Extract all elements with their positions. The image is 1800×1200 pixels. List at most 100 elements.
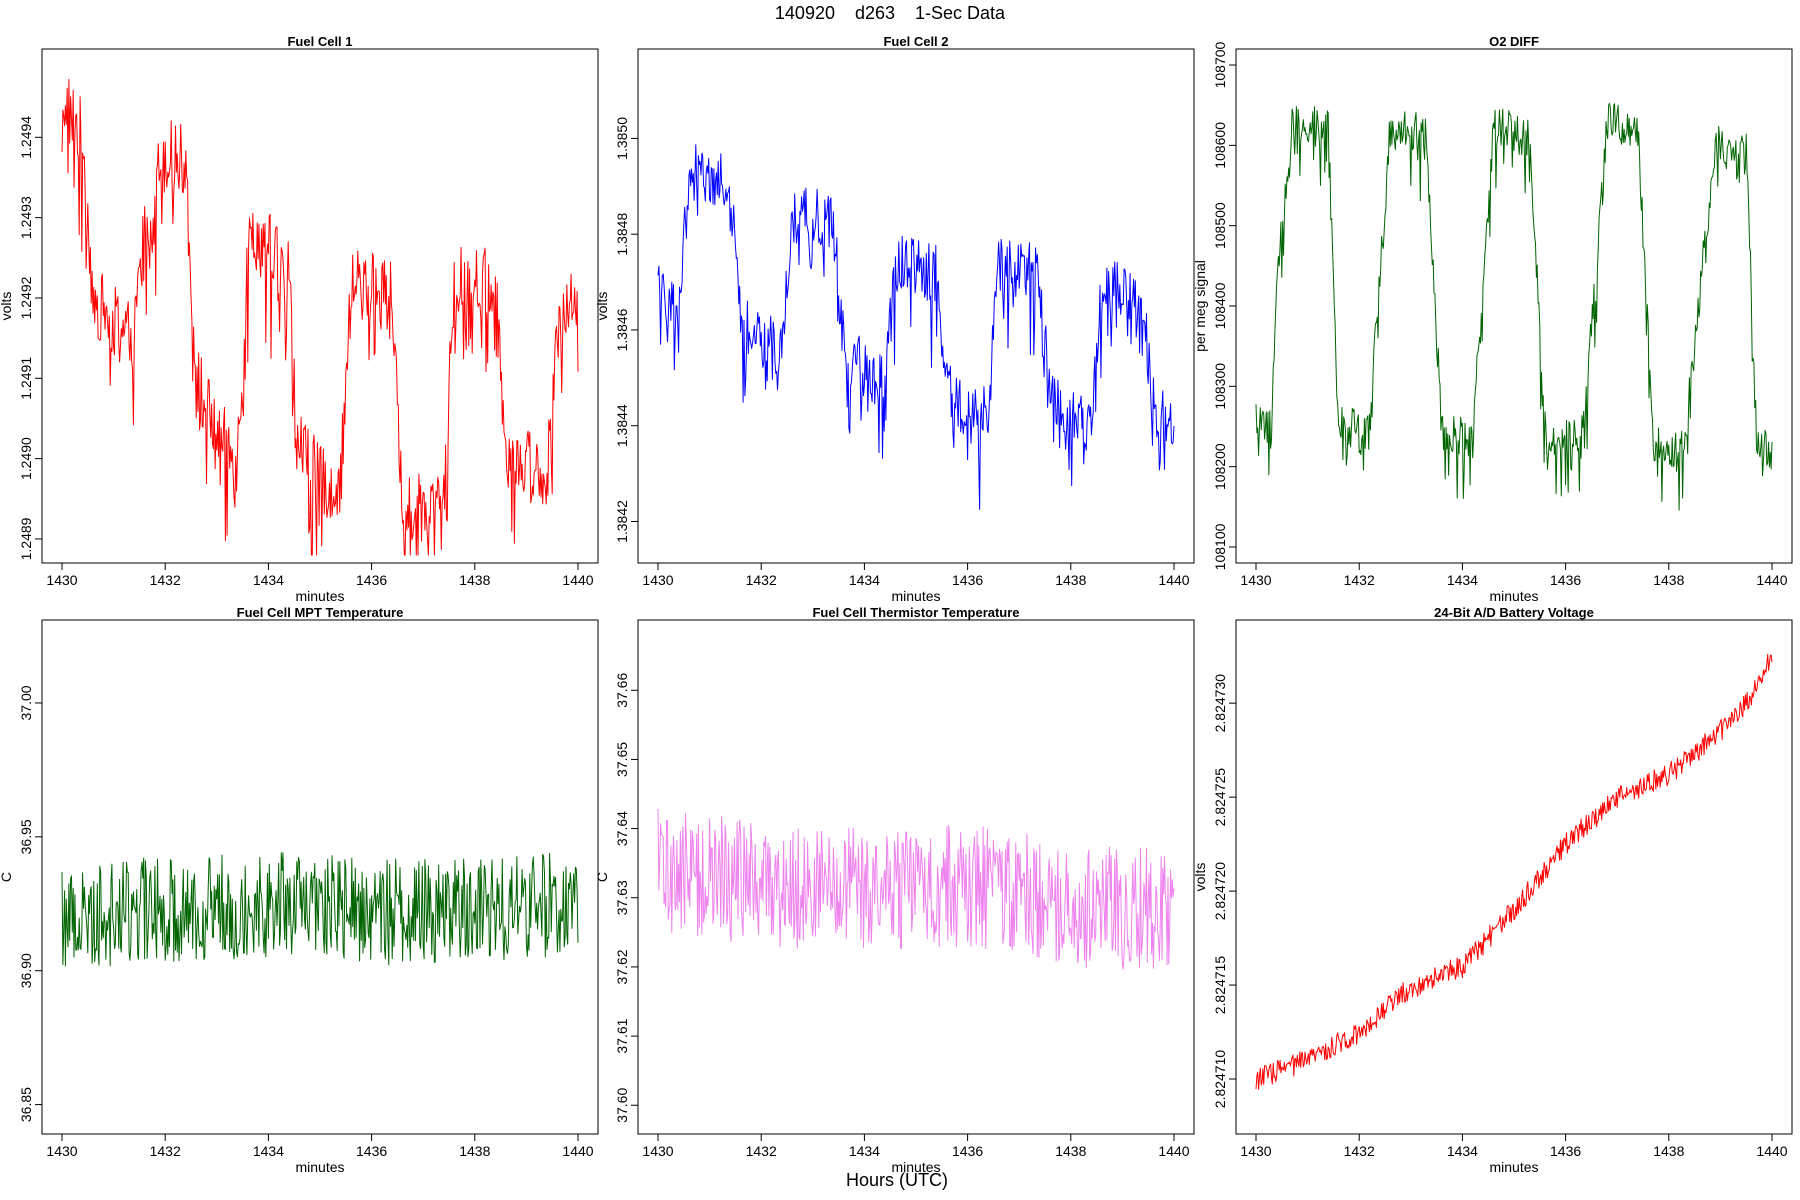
plot-frame — [1235, 619, 1793, 1135]
y-tick-label: 108200 — [1212, 443, 1228, 490]
plot-frame — [41, 48, 599, 564]
y-axis-label: volts — [0, 292, 14, 321]
y-axis-label: volts — [594, 292, 610, 321]
y-tick-label: 1.3844 — [614, 404, 630, 447]
x-tick-label: 1436 — [356, 1143, 387, 1159]
series-line — [1255, 102, 1773, 511]
y-tick-label: 108500 — [1212, 202, 1228, 249]
plot-frame — [637, 619, 1195, 1135]
y-tick-label: 37.62 — [614, 949, 630, 984]
y-tick-label: 1.2493 — [18, 196, 34, 239]
x-tick-label: 1436 — [1550, 1143, 1581, 1159]
y-tick-label: 36.90 — [18, 953, 34, 988]
x-tick-label: 1436 — [1550, 572, 1581, 588]
series-line — [1255, 654, 1773, 1090]
y-tick-label: 2.824730 — [1212, 674, 1228, 733]
y-tick-label: 1.3846 — [614, 308, 630, 351]
x-tick-label: 1440 — [1158, 572, 1189, 588]
x-axis-label: minutes — [891, 1159, 940, 1175]
y-tick-label: 37.64 — [614, 811, 630, 846]
x-tick-label: 1436 — [952, 1143, 983, 1159]
x-axis-label: minutes — [295, 588, 344, 604]
y-tick-label: 2.824725 — [1212, 768, 1228, 827]
y-tick-label: 37.63 — [614, 880, 630, 915]
x-tick-label: 1432 — [1344, 572, 1375, 588]
x-tick-label: 1438 — [459, 1143, 490, 1159]
y-tick-label: 108100 — [1212, 523, 1228, 570]
x-tick-label: 1438 — [1055, 1143, 1086, 1159]
x-tick-label: 1440 — [1756, 572, 1787, 588]
panel-title: O2 DIFF — [1489, 34, 1539, 49]
x-tick-label: 1434 — [253, 1143, 284, 1159]
panel-6: 24-Bit A/D Battery Voltage 1430 1432 1434 14… — [1192, 605, 1793, 1175]
x-tick-label: 1432 — [150, 572, 181, 588]
x-tick-label: 1436 — [356, 572, 387, 588]
x-tick-label: 1430 — [1240, 572, 1271, 588]
panel-3: O2 DIFF 1430 1432 1434 1436 1438 1440 minutes 10… — [1192, 34, 1793, 604]
x-tick-label: 1438 — [1653, 572, 1684, 588]
x-tick-label: 1440 — [1158, 1143, 1189, 1159]
panel-2: Fuel Cell 2 1430 1432 1434 1436 1438 1440 minut… — [594, 34, 1195, 604]
x-tick-label: 1430 — [642, 1143, 673, 1159]
y-tick-label: 2.824710 — [1212, 1050, 1228, 1109]
panel-title: Fuel Cell 1 — [287, 34, 352, 49]
y-tick-label: 37.60 — [614, 1088, 630, 1123]
y-axis-label: volts — [1192, 863, 1208, 892]
x-tick-label: 1434 — [253, 572, 284, 588]
x-tick-label: 1430 — [642, 572, 673, 588]
plot-frame — [637, 48, 1195, 564]
x-tick-label: 1432 — [746, 572, 777, 588]
series-line — [61, 78, 579, 556]
x-tick-label: 1430 — [1240, 1143, 1271, 1159]
figure-title: 140920 d263 1-Sec Data — [775, 3, 1006, 23]
x-tick-label: 1434 — [1447, 572, 1478, 588]
y-tick-label: 1.2489 — [18, 517, 34, 560]
x-tick-label: 1432 — [150, 1143, 181, 1159]
x-axis-label: minutes — [1489, 588, 1538, 604]
x-tick-label: 1434 — [849, 572, 880, 588]
y-axis-label: C — [0, 872, 14, 882]
y-tick-label: 2.824715 — [1212, 956, 1228, 1015]
x-tick-label: 1440 — [562, 572, 593, 588]
x-tick-label: 1436 — [952, 572, 983, 588]
y-tick-label: 1.3850 — [614, 117, 630, 160]
y-tick-label: 108400 — [1212, 282, 1228, 329]
series-line — [657, 808, 1175, 970]
x-tick-label: 1440 — [1756, 1143, 1787, 1159]
y-tick-label: 1.2491 — [18, 357, 34, 400]
figure-xlabel: Hours (UTC) — [846, 1170, 948, 1190]
y-tick-label: 36.85 — [18, 1087, 34, 1122]
plot-frame — [1235, 48, 1793, 564]
y-tick-label: 1.2492 — [18, 276, 34, 319]
y-tick-label: 1.2494 — [18, 116, 34, 159]
x-tick-label: 1440 — [562, 1143, 593, 1159]
x-tick-label: 1434 — [849, 1143, 880, 1159]
y-tick-label: 37.00 — [18, 685, 34, 720]
panel-4: Fuel Cell MPT Temperature 1430 1432 1434 143… — [0, 605, 599, 1175]
x-tick-label: 1430 — [46, 1143, 77, 1159]
x-tick-label: 1430 — [46, 572, 77, 588]
y-tick-label: 2.824720 — [1212, 862, 1228, 921]
y-tick-label: 108700 — [1212, 41, 1228, 88]
y-tick-label: 37.66 — [614, 673, 630, 708]
x-axis-label: minutes — [295, 1159, 344, 1175]
panel-title: Fuel Cell MPT Temperature — [237, 605, 404, 620]
series-line — [61, 852, 579, 967]
y-tick-label: 108300 — [1212, 363, 1228, 410]
x-tick-label: 1434 — [1447, 1143, 1478, 1159]
x-tick-label: 1432 — [746, 1143, 777, 1159]
y-tick-label: 37.65 — [614, 742, 630, 777]
panel-title: 24-Bit A/D Battery Voltage — [1434, 605, 1594, 620]
x-tick-label: 1438 — [1055, 572, 1086, 588]
x-tick-label: 1438 — [1653, 1143, 1684, 1159]
y-tick-label: 37.61 — [614, 1018, 630, 1053]
x-axis-label: minutes — [891, 588, 940, 604]
x-axis-label: minutes — [1489, 1159, 1538, 1175]
x-tick-label: 1432 — [1344, 1143, 1375, 1159]
x-tick-label: 1438 — [459, 572, 490, 588]
y-tick-label: 1.2490 — [18, 437, 34, 480]
y-tick-label: 1.3842 — [614, 500, 630, 543]
y-tick-label: 1.3848 — [614, 213, 630, 256]
series-line — [657, 144, 1175, 510]
